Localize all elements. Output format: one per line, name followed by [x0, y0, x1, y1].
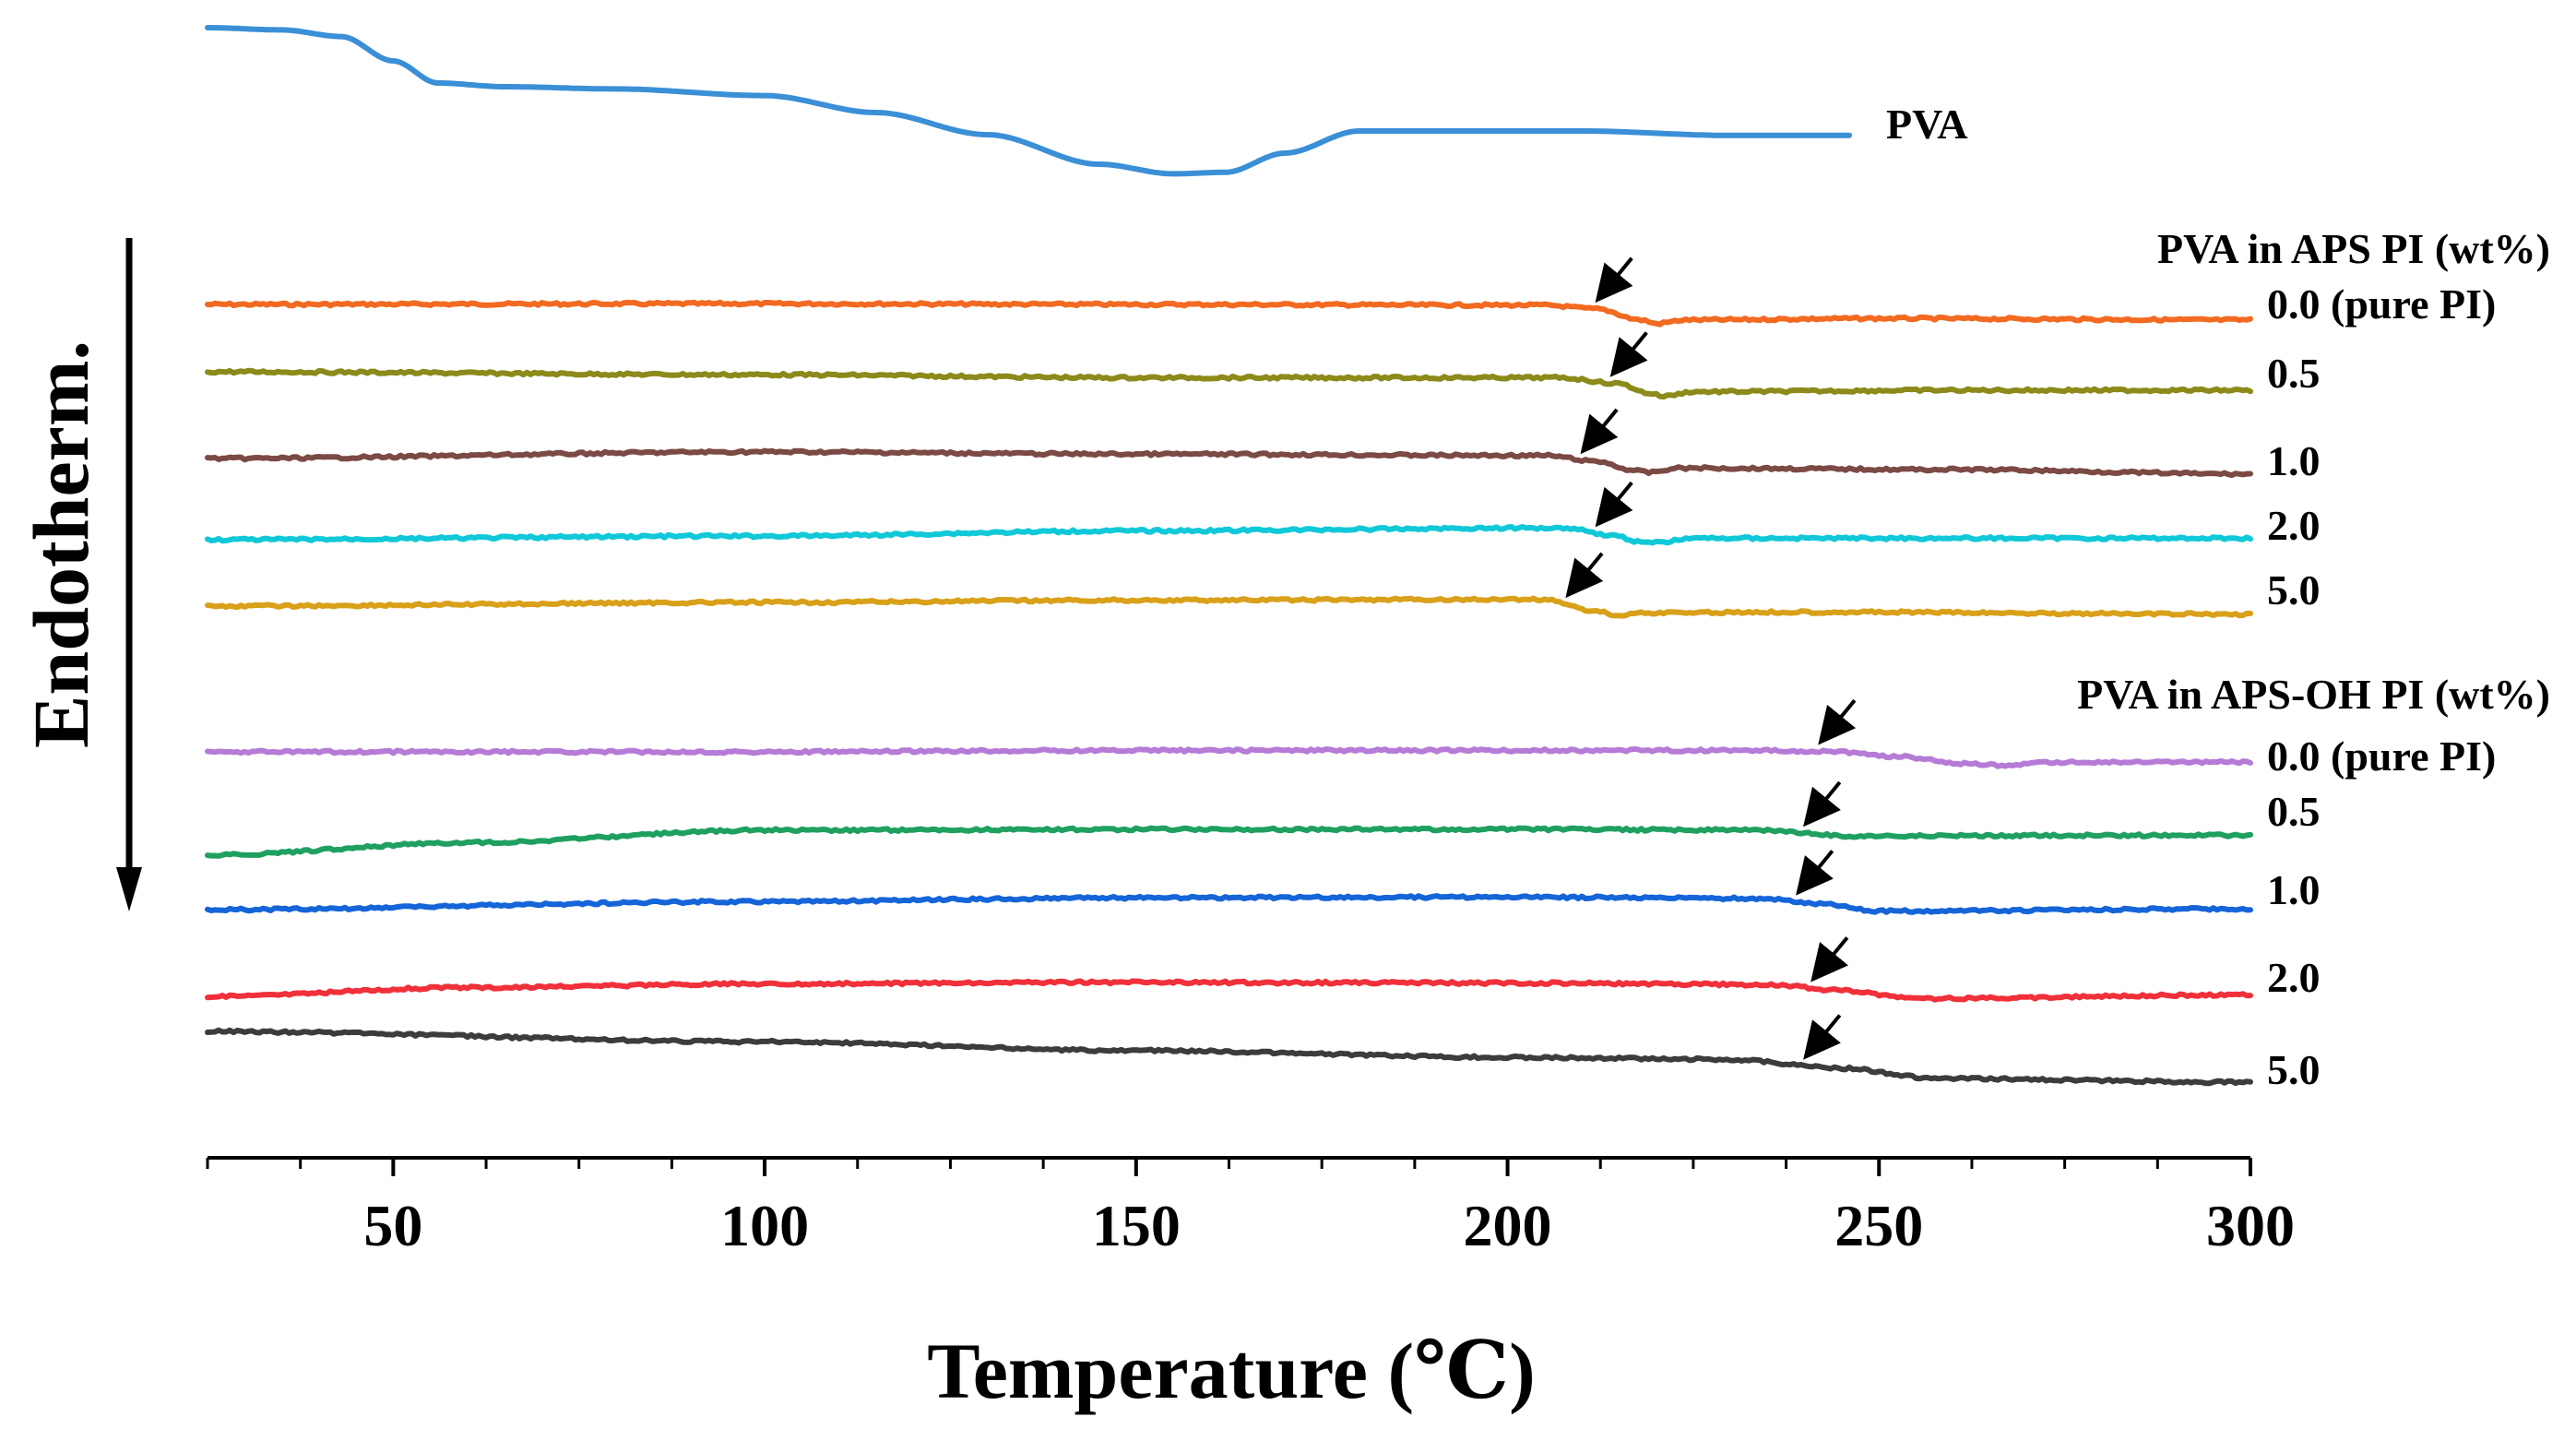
group-title-aps: PVA in APS PI (wt%) [2157, 225, 2550, 272]
x-tick-label: 200 [1464, 1193, 1552, 1258]
transition-arrow [1595, 481, 1633, 528]
x-axis-title: Temperature (℃) [927, 1327, 1536, 1415]
transition-arrow [1565, 552, 1604, 599]
series-layer: PVA 0.0 (pure PI) 0.5 1.0 2.0 5.0 0.0 (pure PI… [205, 25, 2496, 1093]
series-line [205, 367, 2253, 400]
series-line [205, 825, 2253, 859]
series-label: 0.0 (pure PI) [2267, 732, 2496, 780]
series-label: 0.5 [2267, 788, 2321, 835]
transition-arrow [1810, 936, 1849, 982]
transition-arrow [1796, 850, 1834, 896]
series-aps-5_0: 5.0 [205, 552, 2321, 619]
group-title-aps-oh: PVA in APS-OH PI (wt%) [2077, 671, 2550, 718]
series-aps-1_0: 1.0 [205, 408, 2321, 484]
x-axis: 50 100 150 200 250 300 Temperature (℃) [206, 1156, 2295, 1415]
series-aps-2_0: 2.0 [205, 481, 2321, 549]
series-label: PVA [1886, 101, 1968, 148]
series-label: 5.0 [2267, 1046, 2321, 1093]
transition-arrow [1595, 256, 1633, 304]
x-ticks: 50 100 150 200 250 300 [206, 1158, 2295, 1258]
series-apsoh-2_0: 2.0 [205, 936, 2321, 1003]
x-tick-label: 300 [2206, 1193, 2295, 1258]
series-label: 2.0 [2267, 954, 2321, 1001]
transition-arrow [1803, 1014, 1842, 1060]
series-apsoh-5_0: 5.0 [205, 1014, 2321, 1093]
series-line [205, 595, 2253, 619]
series-line [205, 746, 2253, 769]
series-pva: PVA [205, 25, 1968, 177]
series-label: 1.0 [2267, 437, 2321, 484]
series-label: 1.0 [2267, 866, 2321, 913]
transition-arrow [1609, 331, 1648, 377]
x-tick-label: 250 [1834, 1193, 1923, 1258]
series-label: 2.0 [2267, 502, 2321, 549]
series-line [205, 447, 2253, 479]
series-apsoh-0_0: 0.0 (pure PI) [205, 698, 2496, 780]
series-apsoh-0_5: 0.5 [205, 780, 2321, 859]
series-apsoh-1_0: 1.0 [205, 850, 2321, 915]
series-line [205, 299, 2253, 328]
y-axis-title: Endotherm. [17, 340, 105, 748]
x-tick-label: 100 [720, 1193, 809, 1258]
series-label: 5.0 [2267, 566, 2321, 613]
series-line [205, 893, 2253, 915]
series-line [205, 1027, 2253, 1087]
series-label: 0.0 (pure PI) [2267, 280, 2496, 328]
series-aps-0_5: 0.5 [205, 331, 2321, 400]
series-line [205, 524, 2253, 546]
x-tick-label: 50 [363, 1193, 422, 1258]
series-label: 0.5 [2267, 350, 2321, 397]
transition-arrow [1803, 780, 1842, 828]
transition-arrow [1818, 698, 1857, 745]
series-line [205, 25, 1853, 177]
series-line [205, 978, 2253, 1003]
series-aps-0_0: 0.0 (pure PI) [205, 256, 2496, 328]
transition-arrow [1580, 408, 1619, 455]
endotherm-arrowhead [116, 867, 142, 911]
y-axis: Endotherm. [17, 238, 142, 911]
x-tick-label: 150 [1092, 1193, 1181, 1258]
